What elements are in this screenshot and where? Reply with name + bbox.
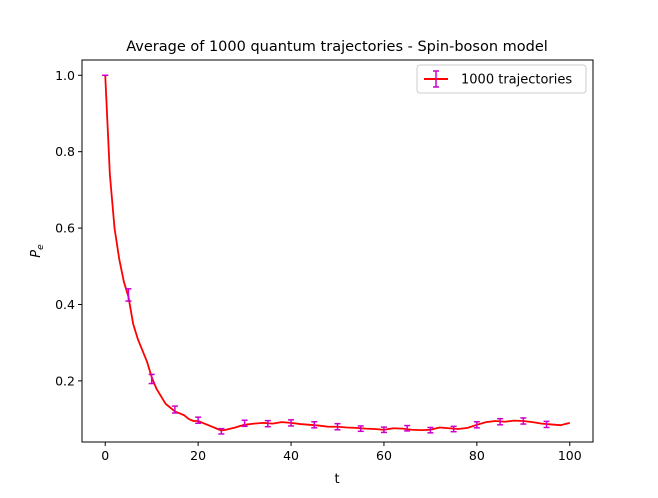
y-tick-label: 0.6 xyxy=(55,221,75,236)
errorbar xyxy=(148,373,155,385)
y-tick-label: 0.2 xyxy=(55,373,75,388)
legend: 1000 trajectories xyxy=(416,64,587,94)
x-axis-label: t xyxy=(334,472,339,487)
legend-entry-label: 1000 trajectories xyxy=(461,73,572,88)
y-tick-label: 0.4 xyxy=(55,297,75,312)
y-axis-label: Pe xyxy=(29,244,46,258)
errorbar xyxy=(241,419,248,428)
svg-text:Pe: Pe xyxy=(29,244,46,258)
errorbar xyxy=(311,421,318,429)
errorbar xyxy=(264,419,271,428)
plot-area xyxy=(102,74,570,435)
legend-frame xyxy=(416,64,587,94)
errorbar xyxy=(288,419,295,427)
errorbar xyxy=(380,426,387,434)
x-tick-label: 100 xyxy=(558,448,582,463)
axes: 0 20 40 60 80 100 0.2 0.4 0.6 0.8 1.0 xyxy=(55,59,594,463)
errorbar xyxy=(218,427,225,435)
errorbar xyxy=(543,420,550,429)
errorbar xyxy=(427,426,434,434)
x-tick-label: 60 xyxy=(376,448,392,463)
errorbar xyxy=(404,424,411,432)
errorbar xyxy=(357,425,364,433)
errorbar xyxy=(195,416,202,425)
errorbar xyxy=(125,288,132,302)
axes-frame xyxy=(81,59,594,443)
errorbar xyxy=(334,422,341,431)
errorbar xyxy=(450,425,457,433)
chart-title: Average of 1000 quantum trajectories - S… xyxy=(126,39,548,55)
x-tick-label: 40 xyxy=(283,448,299,463)
y-tick-label: 0.8 xyxy=(55,144,75,159)
x-tick-label: 0 xyxy=(101,448,109,463)
errorbar xyxy=(171,405,178,414)
y-tick-label: 1.0 xyxy=(55,68,75,83)
errorbar xyxy=(497,417,504,426)
x-tick-label: 20 xyxy=(190,448,206,463)
errorbar xyxy=(520,417,527,425)
errorbar xyxy=(473,421,480,429)
x-tick-label: 80 xyxy=(469,448,485,463)
